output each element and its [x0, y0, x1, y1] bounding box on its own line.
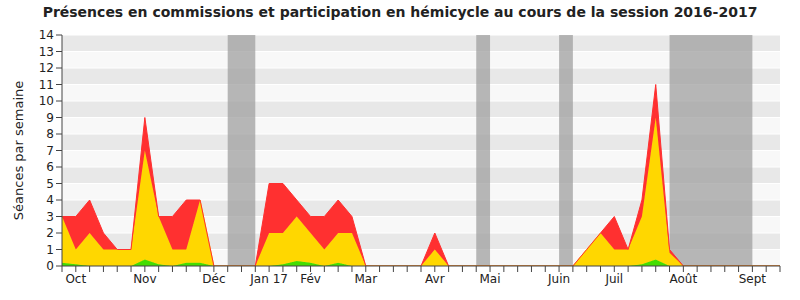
svg-text:Juin: Juin: [547, 272, 570, 286]
svg-text:Juil: Juil: [604, 272, 623, 286]
svg-text:Août: Août: [670, 272, 698, 286]
html-text:Présences en commissions et pa: Présences en commissions et participatio…: [42, 4, 758, 20]
svg-text:3: 3: [46, 210, 54, 224]
svg-text:Jan 17: Jan 17: [249, 272, 288, 286]
svg-text:10: 10: [39, 94, 54, 108]
svg-text:Nov: Nov: [133, 272, 156, 286]
svg-text:Séances par semaine: Séances par semaine: [11, 81, 26, 220]
svg-text:4: 4: [46, 193, 54, 207]
svg-text:13: 13: [39, 45, 54, 59]
svg-text:7: 7: [46, 144, 54, 158]
svg-text:Sept: Sept: [739, 272, 767, 286]
svg-text:6: 6: [46, 160, 54, 174]
svg-text:14: 14: [39, 28, 54, 42]
svg-text:Mai: Mai: [480, 272, 501, 286]
svg-text:Mar: Mar: [354, 272, 377, 286]
svg-text:Oct: Oct: [65, 272, 86, 286]
svg-text:1: 1: [46, 243, 54, 257]
svg-text:5: 5: [46, 177, 54, 191]
svg-text:Fév: Fév: [300, 272, 321, 286]
svg-text:Avr: Avr: [425, 272, 445, 286]
svg-text:11: 11: [39, 78, 54, 92]
svg-text:8: 8: [46, 127, 54, 141]
svg-text:2: 2: [46, 226, 54, 240]
svg-text:0: 0: [46, 259, 54, 273]
svg-text:Déc: Déc: [202, 272, 225, 286]
svg-text:12: 12: [39, 61, 54, 75]
svg-text:9: 9: [46, 111, 54, 125]
